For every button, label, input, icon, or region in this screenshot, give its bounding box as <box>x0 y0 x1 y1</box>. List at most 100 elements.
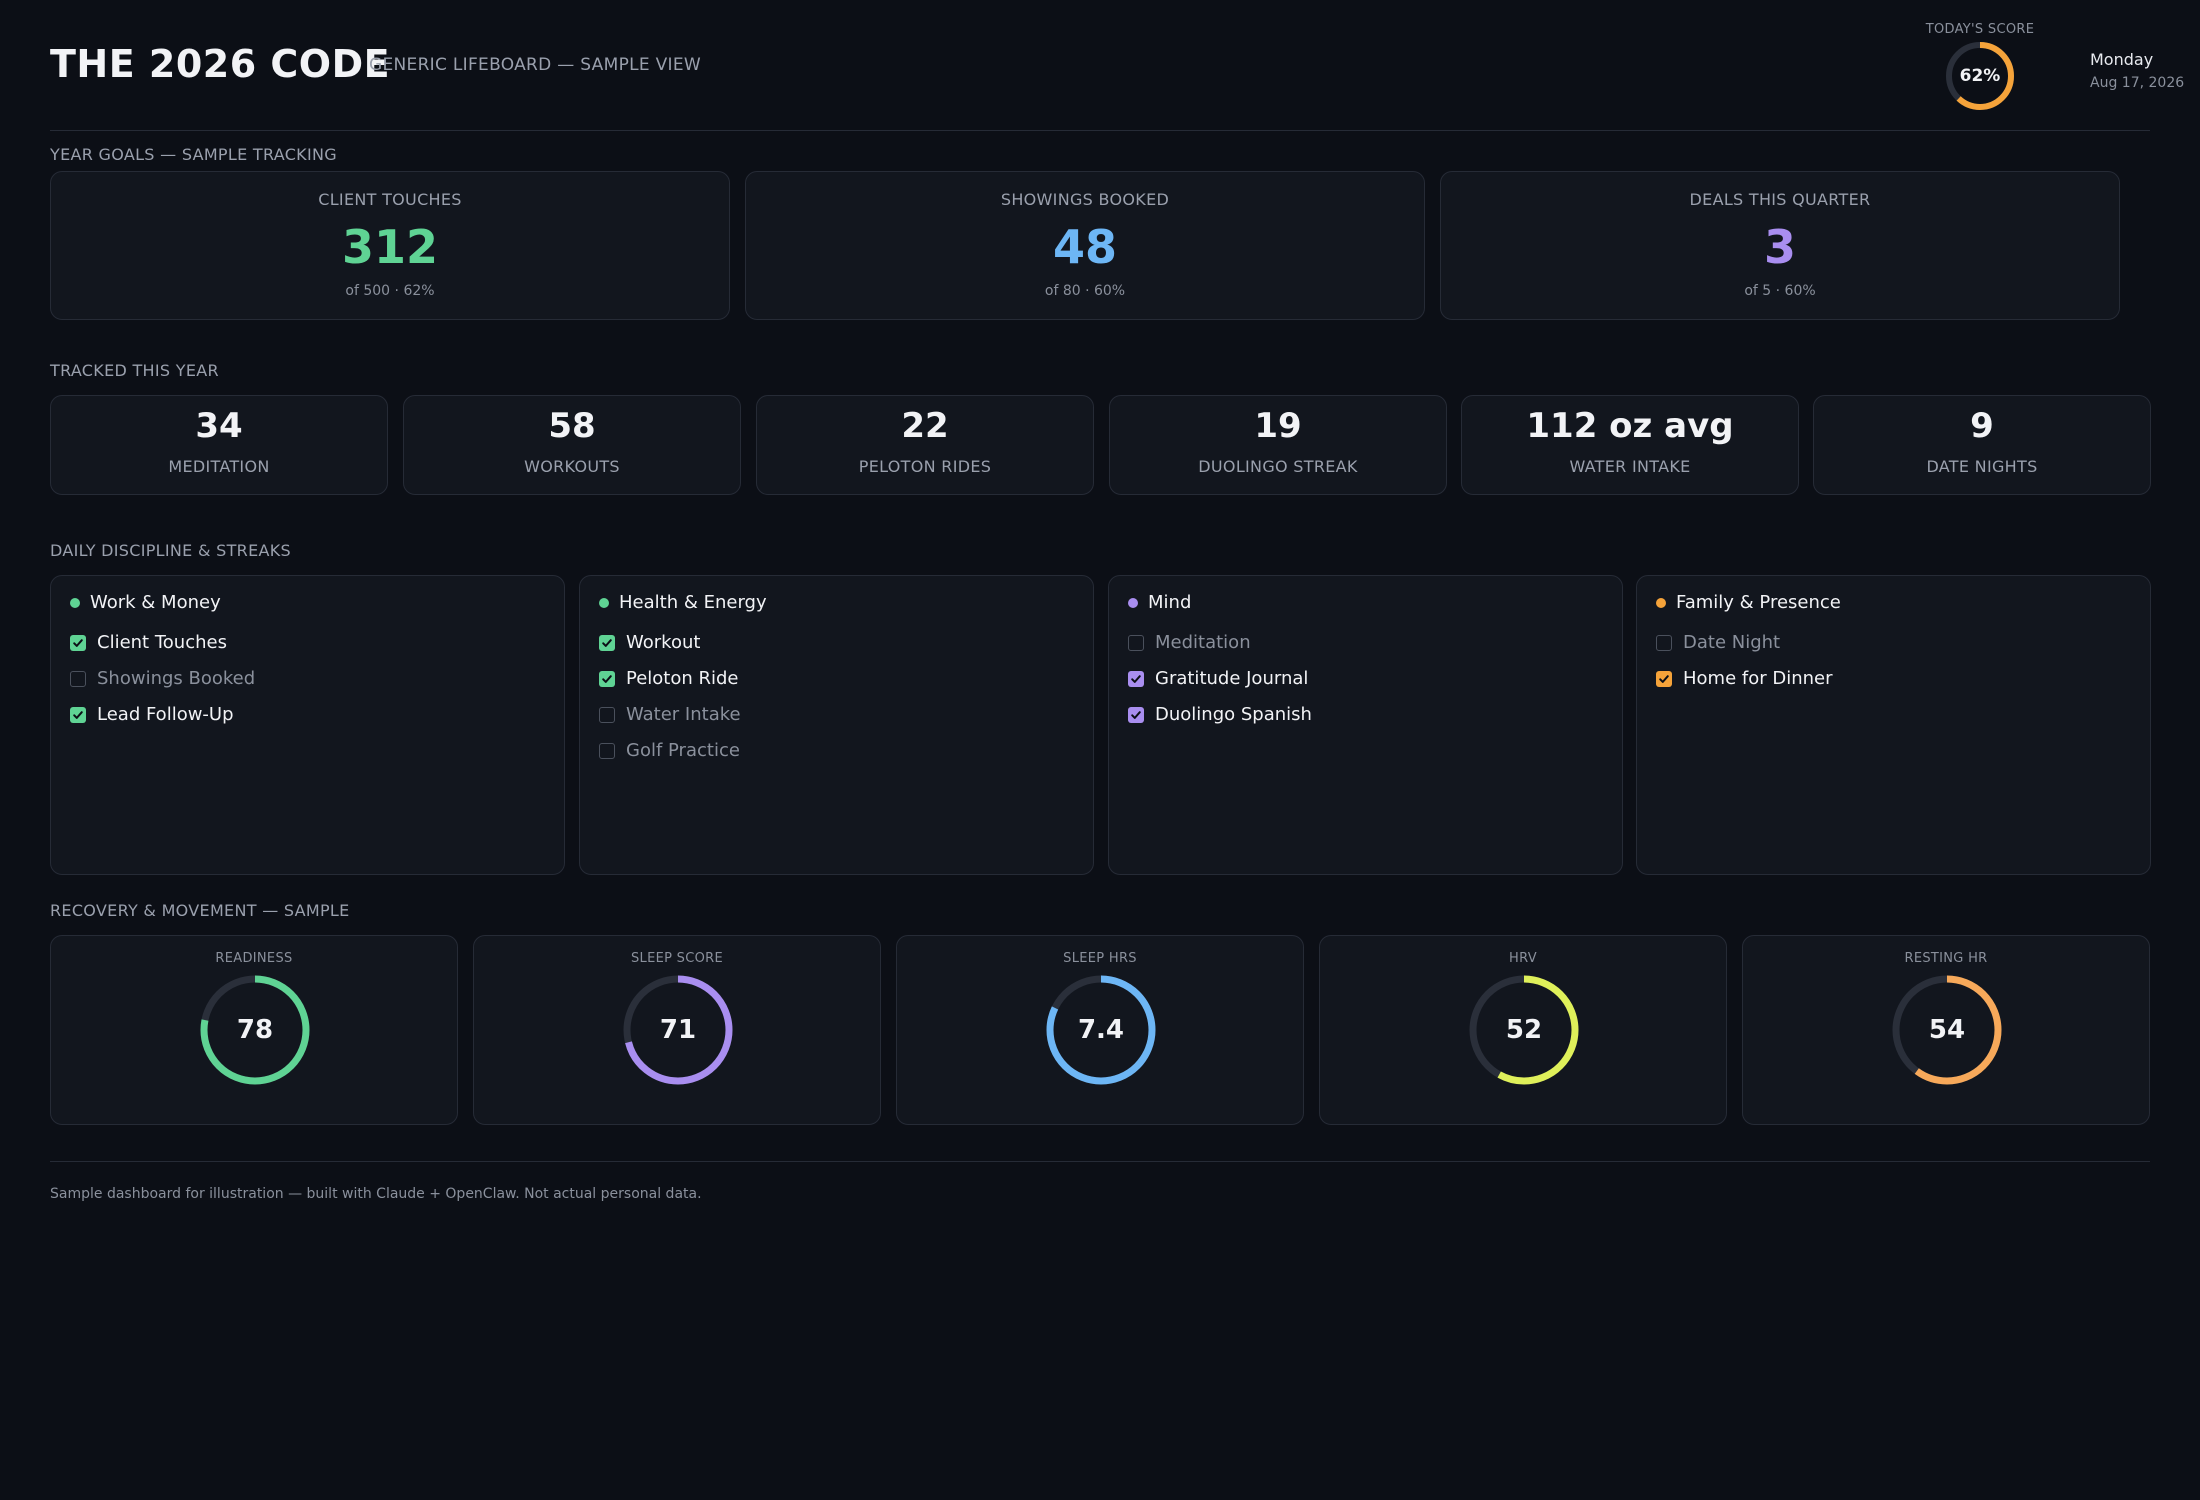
checkbox[interactable] <box>599 670 615 687</box>
goal-label: DEALS THIS QUARTER <box>1689 190 1871 209</box>
checkbox[interactable] <box>599 634 615 651</box>
recovery-value: 54 <box>1928 1015 1966 1045</box>
habit-item-showings-booked[interactable]: Showings Booked <box>70 668 255 689</box>
checkbox[interactable] <box>1128 670 1144 687</box>
habit-label: Lead Follow-Up <box>97 704 234 725</box>
habit-card-family-presence: Family & Presence Date Night Home for Di… <box>1636 575 2151 875</box>
habit-card-title: Health & Energy <box>619 592 767 613</box>
recovery-ring <box>1467 973 1581 1087</box>
habit-label: Date Night <box>1683 632 1781 653</box>
goal-card-deals-quarter: DEALS THIS QUARTER 3 of 5 · 60% <box>1440 171 2120 320</box>
stat-value: 22 <box>901 406 949 446</box>
checkbox[interactable] <box>1128 706 1144 723</box>
habit-label: Duolingo Spanish <box>1155 704 1312 725</box>
recovery-value: 52 <box>1505 1015 1543 1045</box>
recovery-card-resting-hr: RESTING HR 54 <box>1742 935 2150 1125</box>
checkbox[interactable] <box>70 706 86 723</box>
habit-card-title: Family & Presence <box>1676 592 1841 613</box>
habit-card-mind: Mind Meditation Gratitude Journal Duolin… <box>1108 575 1623 875</box>
stat-label: DUOLINGO STREAK <box>1198 457 1358 476</box>
recovery-card-hrv: HRV 52 <box>1319 935 1727 1125</box>
stat-card-meditation: 34 MEDITATION <box>50 395 388 495</box>
category-dot <box>599 597 609 608</box>
habit-item-workout[interactable]: Workout <box>599 632 700 653</box>
goal-value: 312 <box>341 220 439 274</box>
category-dot <box>1656 597 1666 608</box>
checkbox[interactable] <box>1656 634 1672 651</box>
check-icon <box>1659 674 1669 683</box>
category-dot <box>1128 597 1138 608</box>
check-icon <box>73 710 83 719</box>
habit-card-header: Family & Presence <box>1656 592 1841 613</box>
check-icon <box>1131 710 1141 719</box>
habit-item-client-touches[interactable]: Client Touches <box>70 632 227 653</box>
habit-item-date-night[interactable]: Date Night <box>1656 632 1780 653</box>
goal-progress: of 80 · 60% <box>1044 283 1126 299</box>
habit-label: Water Intake <box>626 704 741 725</box>
stat-value: 9 <box>1970 406 1994 446</box>
habit-item-home-for-dinner[interactable]: Home for Dinner <box>1656 668 1833 689</box>
header-divider <box>50 130 2150 131</box>
page-title: THE 2026 CODE <box>50 42 391 86</box>
checkbox[interactable] <box>1656 670 1672 687</box>
footer-divider <box>50 1161 2150 1162</box>
habit-item-lead-follow-up[interactable]: Lead Follow-Up <box>70 704 234 725</box>
check-icon <box>73 638 83 647</box>
stat-label: WATER INTAKE <box>1569 457 1691 476</box>
today-score-value: 62% <box>1959 66 2001 86</box>
footer-note: Sample dashboard for illustration — buil… <box>50 1186 702 1202</box>
habit-item-peloton-ride[interactable]: Peloton Ride <box>599 668 739 689</box>
habit-item-water-intake[interactable]: Water Intake <box>599 704 741 725</box>
today-score-ring <box>1944 40 2016 112</box>
habit-label: Peloton Ride <box>626 668 739 689</box>
recovery-ring <box>1044 973 1158 1087</box>
recovery-value: 71 <box>659 1015 697 1045</box>
recovery-label: READINESS <box>215 951 293 966</box>
habit-card-header: Work & Money <box>70 592 221 613</box>
habit-item-golf-practice[interactable]: Golf Practice <box>599 740 740 761</box>
recovery-card-sleep-score: SLEEP SCORE 71 <box>473 935 881 1125</box>
habit-label: Meditation <box>1155 632 1251 653</box>
recovery-card-readiness: READINESS 78 <box>50 935 458 1125</box>
section-label-habits: DAILY DISCIPLINE & STREAKS <box>50 541 291 560</box>
habit-card-health-energy: Health & Energy Workout Peloton Ride Wat… <box>579 575 1094 875</box>
habit-label: Home for Dinner <box>1683 668 1833 689</box>
stat-label: WORKOUTS <box>524 457 620 476</box>
current-day: Monday <box>2090 50 2154 69</box>
habit-item-gratitude-journal[interactable]: Gratitude Journal <box>1128 668 1308 689</box>
goal-label: SHOWINGS BOOKED <box>1000 190 1170 209</box>
checkbox[interactable] <box>70 670 86 687</box>
section-label-tracked: TRACKED THIS YEAR <box>50 361 219 380</box>
stat-card-peloton-rides: 22 PELOTON RIDES <box>756 395 1094 495</box>
stat-label: MEDITATION <box>168 457 270 476</box>
habit-card-header: Health & Energy <box>599 592 767 613</box>
checkbox[interactable] <box>599 742 615 759</box>
stat-value: 112 oz avg <box>1526 406 1734 446</box>
checkbox[interactable] <box>599 706 615 723</box>
habit-label: Golf Practice <box>626 740 740 761</box>
recovery-card-sleep-hrs: SLEEP HRS 7.4 <box>896 935 1304 1125</box>
habit-card-work-money: Work & Money Client Touches Showings Boo… <box>50 575 565 875</box>
recovery-label: SLEEP SCORE <box>630 951 723 966</box>
stat-card-water-intake: 112 oz avg WATER INTAKE <box>1461 395 1799 495</box>
goal-card-showings-booked: SHOWINGS BOOKED 48 of 80 · 60% <box>745 171 1425 320</box>
habit-card-title: Work & Money <box>90 592 221 613</box>
stat-label: DATE NIGHTS <box>1926 457 2038 476</box>
stat-value: 34 <box>195 406 243 446</box>
recovery-label: HRV <box>1509 951 1537 966</box>
recovery-ring <box>198 973 312 1087</box>
habit-item-meditation[interactable]: Meditation <box>1128 632 1251 653</box>
recovery-label: RESTING HR <box>1904 951 1988 966</box>
habit-label: Gratitude Journal <box>1155 668 1309 689</box>
recovery-value: 7.4 <box>1077 1015 1125 1045</box>
check-icon <box>1131 674 1141 683</box>
habit-item-duolingo-spanish[interactable]: Duolingo Spanish <box>1128 704 1312 725</box>
stat-card-date-nights: 9 DATE NIGHTS <box>1813 395 2151 495</box>
stat-card-duolingo-streak: 19 DUOLINGO STREAK <box>1109 395 1447 495</box>
stat-value: 58 <box>548 406 596 446</box>
checkbox[interactable] <box>1128 634 1144 651</box>
recovery-ring <box>1890 973 2004 1087</box>
check-icon <box>602 674 612 683</box>
checkbox[interactable] <box>70 634 86 651</box>
stat-card-workouts: 58 WORKOUTS <box>403 395 741 495</box>
